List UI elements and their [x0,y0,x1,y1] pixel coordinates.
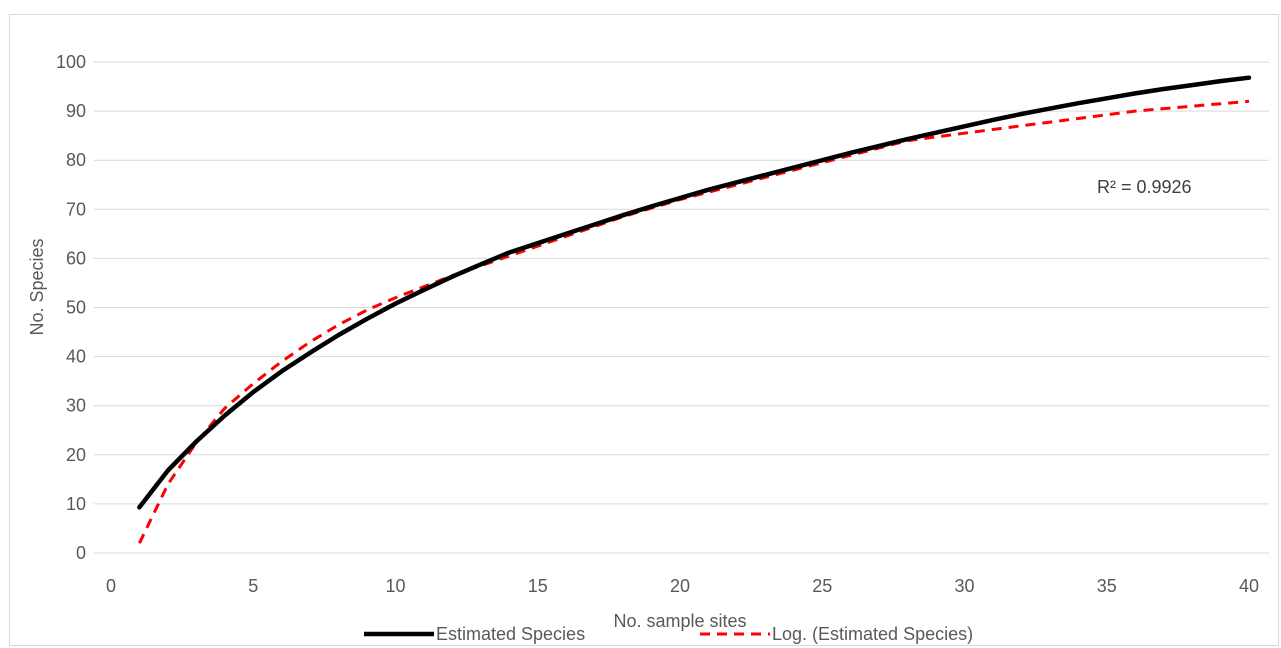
gridlines [94,61,1269,554]
x-tick-label-5: 5 [248,576,258,596]
legend-label-estimated-species: Estimated Species [436,624,585,644]
x-tick-label-25: 25 [812,576,832,596]
y-tick-label-40: 40 [66,347,86,367]
x-tick-label-10: 10 [385,576,405,596]
y-tick-label-30: 30 [66,396,86,416]
y-tick-label-70: 70 [66,199,86,219]
y-tick-label-100: 100 [56,52,86,72]
series-layer [137,75,1252,544]
x-tick-label-20: 20 [670,576,690,596]
x-tick-label-35: 35 [1097,576,1117,596]
y-tick-label-60: 60 [66,248,86,268]
series-line-log-trendline [138,99,1250,544]
y-tick-label-10: 10 [66,494,86,514]
annotation-r-squared: R² = 0.9926 [1097,177,1192,197]
series-line-estimated-species [137,75,1252,510]
y-tick-label-80: 80 [66,150,86,170]
x-tick-label-0: 0 [106,576,116,596]
y-axis-title: No. Species [27,238,47,335]
y-tick-label-0: 0 [76,543,86,563]
x-tick-labels: 0 5 10 15 20 25 30 35 40 [106,576,1259,596]
y-tick-labels: 0 10 20 30 40 50 60 70 80 90 100 [56,52,86,563]
x-tick-label-40: 40 [1239,576,1259,596]
x-axis-title: No. sample sites [613,611,746,631]
y-tick-label-20: 20 [66,445,86,465]
legend: Estimated Species Log. (Estimated Specie… [364,624,973,644]
x-tick-label-15: 15 [528,576,548,596]
y-tick-label-90: 90 [66,101,86,121]
x-tick-label-30: 30 [954,576,974,596]
y-tick-label-50: 50 [66,298,86,318]
legend-label-log-trendline: Log. (Estimated Species) [772,624,973,644]
